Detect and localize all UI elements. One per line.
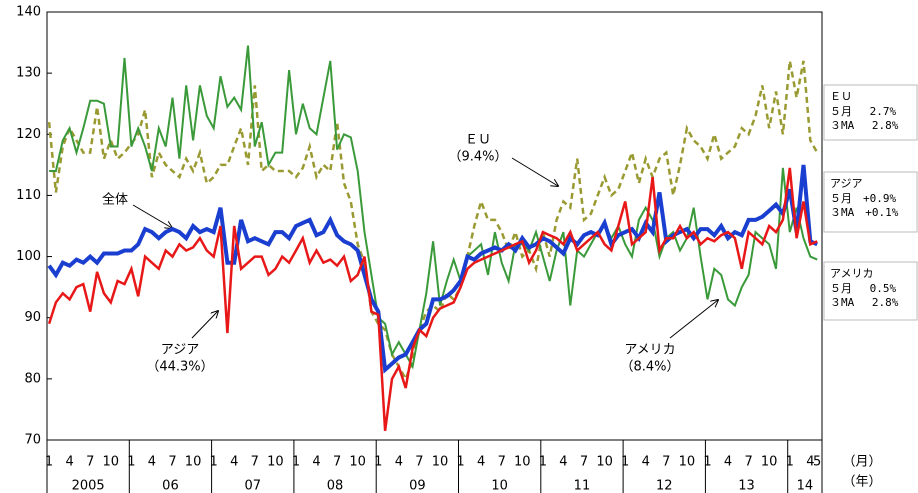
x-unit: （年） <box>842 475 881 490</box>
x-unit: （月） <box>842 455 881 470</box>
x-tick-label: 1 <box>127 455 135 470</box>
y-tick-label: 100 <box>16 249 41 264</box>
x-tick-label: 7 <box>744 455 752 470</box>
x-tick-label: 7 <box>86 455 94 470</box>
x-tick-label: 4 <box>559 455 567 470</box>
note-title: ＥＵ <box>830 90 852 103</box>
x-tick-label: 1 <box>374 455 382 470</box>
note-line: ３MA +0.1% <box>830 206 899 219</box>
y-tick-label: 90 <box>24 310 41 325</box>
arrow <box>669 300 718 339</box>
x-tick-label: 7 <box>415 455 423 470</box>
x-tick-label: 4 <box>312 455 320 470</box>
x-tick-label: 7 <box>498 455 506 470</box>
series-share: （8.4%） <box>620 360 679 375</box>
series-label: アメリカ <box>624 343 675 358</box>
x-tick-label: 10 <box>761 455 778 470</box>
series-label: ＥＵ <box>465 133 491 148</box>
x-tick-label: 4 <box>230 455 238 470</box>
x-tick-label: 4 <box>148 455 156 470</box>
x-tick-label: 5 <box>813 455 821 470</box>
year-label: 10 <box>491 479 508 493</box>
note-line: ３MA 2.8% <box>830 119 899 132</box>
y-tick-label: 120 <box>16 127 41 142</box>
note-title: アメリカ <box>830 267 873 280</box>
year-label: 12 <box>656 479 673 493</box>
series-label: 全体 <box>102 192 128 208</box>
x-tick-label: 10 <box>349 455 366 470</box>
x-tick-label: 10 <box>267 455 284 470</box>
note-line: ３MA 2.8% <box>830 296 899 309</box>
note-line: ５月 0.5% <box>830 282 896 295</box>
series-label: アジア <box>161 343 199 358</box>
year-label: 2005 <box>72 479 105 493</box>
x-tick-label: 1 <box>456 455 464 470</box>
x-tick-label: 7 <box>333 455 341 470</box>
year-label: 07 <box>244 479 261 493</box>
x-tick-label: 4 <box>806 455 814 470</box>
note-line: ５月 2.7% <box>830 105 896 118</box>
x-tick-label: 4 <box>477 455 485 470</box>
note-box: アジア ５月 +0.9%３MA +0.1% <box>823 171 918 233</box>
x-tick-label: 10 <box>432 455 449 470</box>
x-tick-label: 7 <box>580 455 588 470</box>
series-line <box>47 164 818 374</box>
year-label: 11 <box>574 479 591 493</box>
year-label: 14 <box>797 479 814 493</box>
note-frame <box>823 171 918 233</box>
year-label: 06 <box>162 479 179 493</box>
series-line <box>47 167 818 431</box>
x-tick-label: 1 <box>703 455 711 470</box>
x-tick-label: 10 <box>679 455 696 470</box>
series-line <box>49 45 818 370</box>
x-tick-label: 10 <box>185 455 202 470</box>
arrow <box>191 311 218 339</box>
y-tick-label: 70 <box>24 433 41 448</box>
note-frame <box>823 84 918 141</box>
arrow <box>511 157 558 186</box>
note-box: アメリカ ５月 0.5%３MA 2.8% <box>823 261 918 321</box>
y-tick-label: 130 <box>16 66 41 81</box>
x-tick-label: 1 <box>539 455 547 470</box>
series-share: （9.4%） <box>448 150 507 165</box>
x-tick-label: 1 <box>292 455 300 470</box>
arrows <box>132 157 718 339</box>
year-label: 08 <box>327 479 344 493</box>
series-share: （44.3%） <box>146 360 213 375</box>
year-label: 13 <box>738 479 755 493</box>
x-tick-label: 10 <box>596 455 613 470</box>
y-tick-label: 110 <box>16 188 41 203</box>
note-line: ５月 +0.9% <box>830 192 896 205</box>
x-tick-label: 1 <box>786 455 794 470</box>
year-label: 09 <box>409 479 426 493</box>
y-tick-label: 140 <box>16 5 41 20</box>
x-tick-label: 7 <box>251 455 259 470</box>
x-tick-label: 7 <box>168 455 176 470</box>
x-tick-label: 7 <box>662 455 670 470</box>
x-tick-label: 4 <box>642 455 650 470</box>
x-tick-label: 4 <box>395 455 403 470</box>
arrow <box>132 204 172 228</box>
series-line <box>47 60 819 382</box>
note-title: アジア <box>830 177 863 190</box>
note-frame <box>823 261 918 321</box>
plot-frame <box>46 11 823 441</box>
x-tick-label: 4 <box>724 455 732 470</box>
x-tick-label: 10 <box>103 455 120 470</box>
x-tick-label: 1 <box>621 455 629 470</box>
x-tick-label: 1 <box>45 455 53 470</box>
y-tick-label: 80 <box>24 371 41 386</box>
note-box: ＥＵ ５月 2.7%３MA 2.8% <box>823 84 918 141</box>
x-tick-label: 1 <box>210 455 218 470</box>
x-tick-label: 4 <box>65 455 73 470</box>
x-tick-label: 10 <box>514 455 531 470</box>
